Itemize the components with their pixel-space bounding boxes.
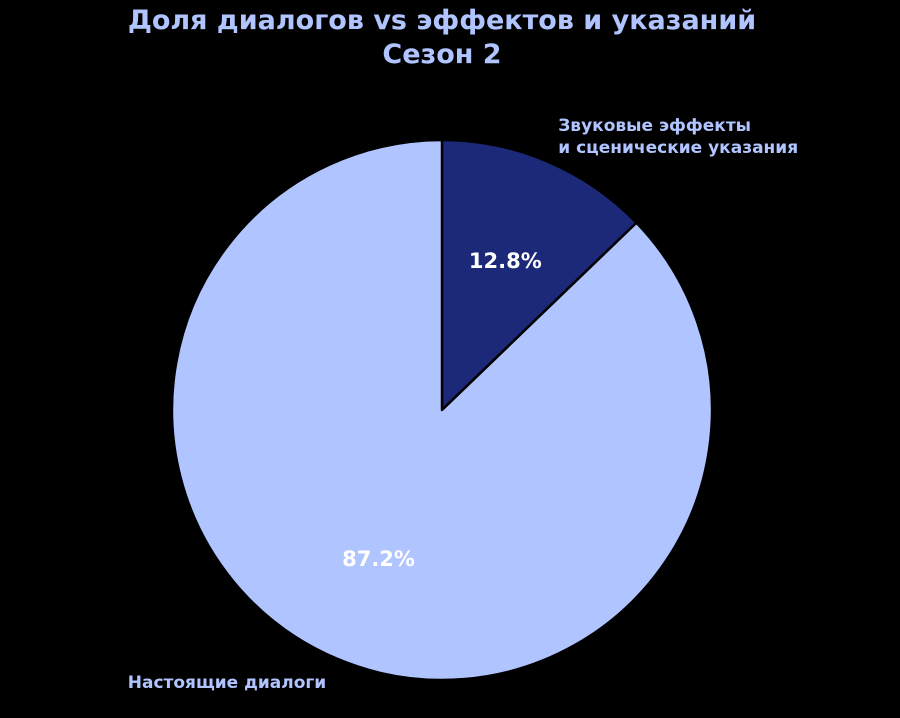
chart-title: Доля диалогов vs эффектов и указаний Сез… [127, 5, 757, 70]
pie-slice [170, 138, 714, 682]
value-label: 12.8% [468, 248, 542, 273]
category-label: Звуковые эффекты и сценические указания [558, 115, 799, 158]
pie-slice [440, 138, 638, 412]
category-label: Настоящие диалоги [127, 673, 327, 694]
value-label: 87.2% [342, 547, 415, 572]
